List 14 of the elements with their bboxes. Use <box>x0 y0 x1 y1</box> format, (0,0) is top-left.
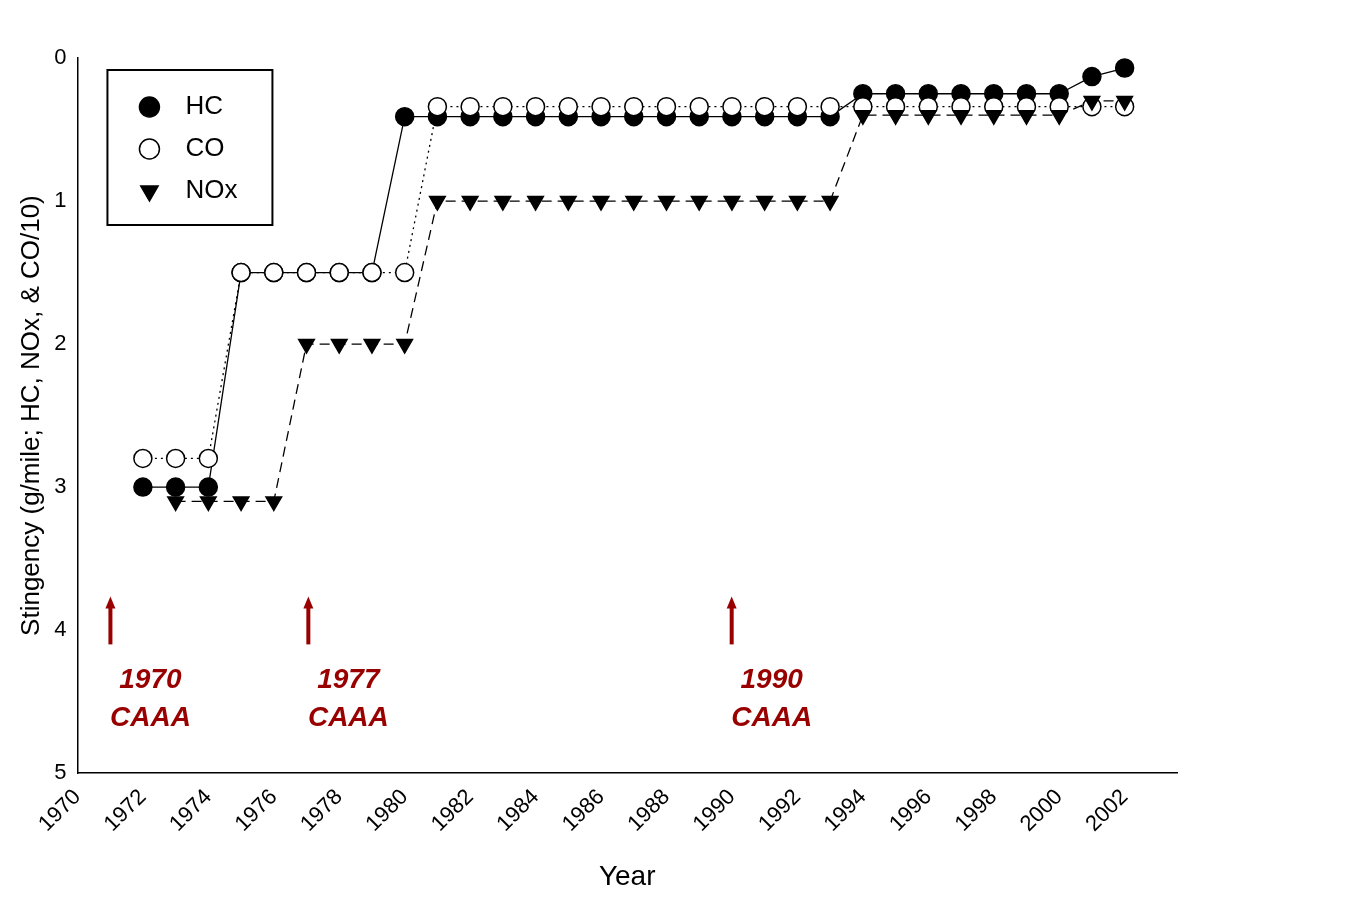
y-tick-label: 3 <box>54 473 67 499</box>
annotation: 1977 CAAA <box>307 663 389 733</box>
y-tick-label: 0 <box>54 44 67 70</box>
y-tick-label: 2 <box>54 330 67 356</box>
legend-label: HC <box>185 90 223 121</box>
legend-label: NOx <box>185 174 238 205</box>
y-tick-label: 4 <box>54 616 67 642</box>
y-axis-title: Stingency (g/mile; HC, NOx, & CO/10) <box>14 195 45 636</box>
y-tick-label: 5 <box>54 759 67 785</box>
annotation: 1970 CAAA <box>109 663 191 733</box>
x-axis-title: Year <box>598 859 656 891</box>
legend-label: CO <box>185 132 225 163</box>
y-tick-label: 1 <box>54 187 67 213</box>
annotation: 1990 CAAA <box>731 663 813 733</box>
